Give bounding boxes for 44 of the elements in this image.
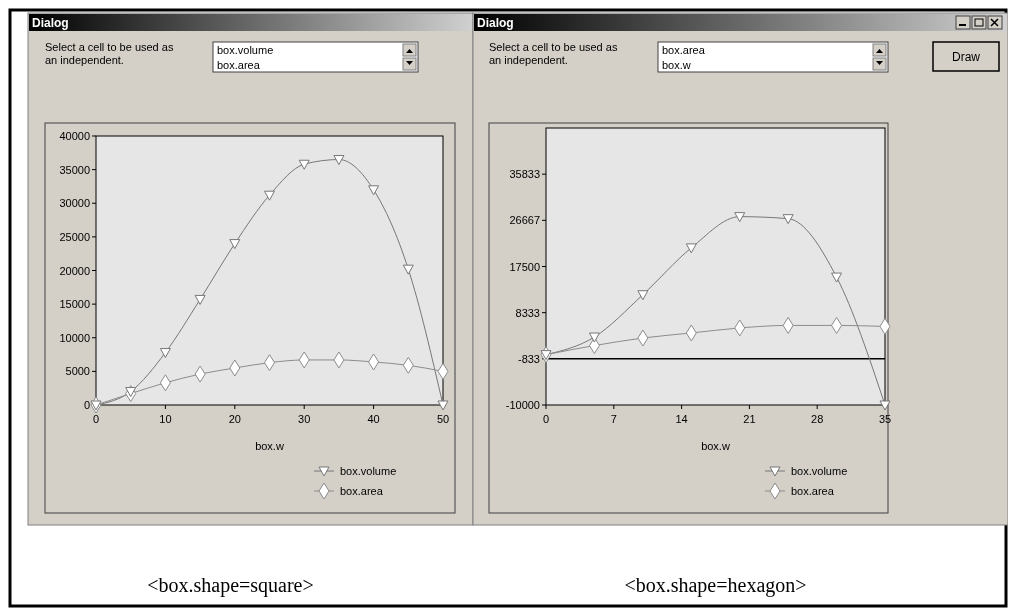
y-tick-label: 15000 [59, 298, 90, 311]
x-tick-label: 30 [298, 413, 311, 425]
x-axis-title: box.w [255, 440, 284, 452]
y-tick-label: 26667 [509, 214, 540, 227]
legend-label: box.volume [791, 465, 848, 477]
y-tick-label: 5000 [65, 365, 90, 378]
text: box.w [662, 59, 691, 71]
text: box.area [217, 59, 261, 71]
text: Select a cell to be used as an independent. [45, 41, 174, 66]
chart-title: Dialog [32, 16, 69, 30]
legend-label: box.volume [340, 465, 397, 477]
x-tick-label: 7 [610, 413, 617, 425]
x-tick-label: 14 [675, 413, 688, 425]
legend-label: box.area [340, 485, 384, 497]
text: box.volume [217, 44, 274, 56]
y-tick-label: 8333 [515, 306, 540, 319]
y-tick-label: 20000 [59, 264, 90, 277]
text: box.area [662, 44, 706, 56]
x-tick-label: 10 [159, 413, 172, 425]
y-tick-label: 17500 [509, 260, 540, 273]
x-tick-label: 50 [436, 413, 450, 425]
x-tick-label: 0 [542, 413, 550, 425]
x-tick-label: 40 [367, 413, 380, 425]
y-tick-label: 10000 [59, 331, 90, 344]
text: <box.shape=hexagon> [624, 574, 807, 597]
x-tick-label: 0 [92, 413, 100, 425]
x-tick-label: 28 [811, 413, 824, 425]
text: Select a cell to be used as an independent. [489, 41, 618, 66]
x-tick-label: 21 [743, 413, 756, 425]
x-tick-label: 20 [228, 413, 241, 425]
y-tick-label: -833 [517, 352, 540, 365]
y-tick-label: 40000 [59, 130, 90, 142]
y-tick-label: 25000 [59, 230, 90, 243]
x-tick-label: 35 [878, 413, 892, 425]
y-tick-label: 35000 [59, 163, 90, 176]
y-tick-label: 0 [83, 399, 90, 411]
text: <box.shape=square> [147, 574, 314, 597]
y-tick-label: -10000 [505, 399, 540, 411]
y-tick-label: 30000 [59, 197, 90, 210]
chart-title: Dialog [477, 16, 514, 30]
x-axis-title: box.w [701, 440, 730, 452]
text: Draw [951, 50, 981, 64]
legend-label: box.area [791, 485, 835, 497]
y-tick-label: 35833 [509, 168, 540, 181]
